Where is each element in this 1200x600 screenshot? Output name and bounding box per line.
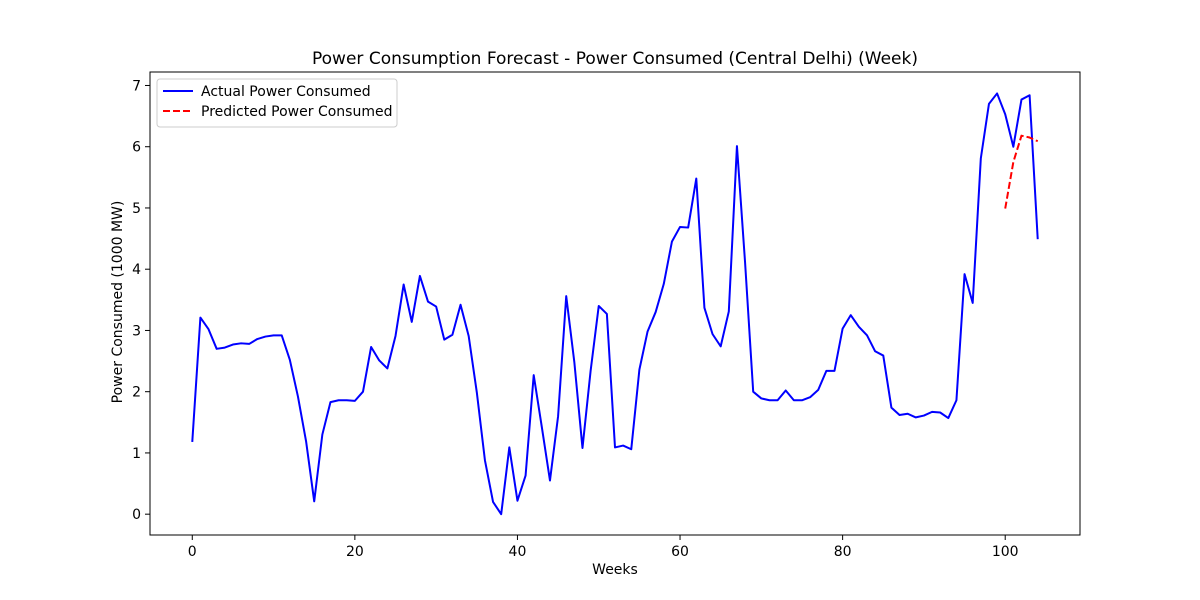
x-tick-label: 80 — [834, 544, 852, 560]
y-tick-label: 3 — [132, 323, 141, 339]
y-tick-label: 5 — [132, 201, 141, 217]
x-tick-label: 40 — [509, 544, 527, 560]
legend-label: Predicted Power Consumed — [201, 104, 392, 120]
x-tick-label: 60 — [671, 544, 689, 560]
y-tick-label: 0 — [132, 507, 141, 523]
series-line-actual — [191, 92, 1039, 516]
x-axis-label: Weeks — [592, 562, 638, 578]
legend-label: Actual Power Consumed — [201, 84, 371, 100]
axes-frame — [149, 71, 1081, 536]
y-tick-label: 6 — [132, 140, 141, 156]
y-tick-label: 4 — [132, 262, 141, 278]
chart-title: Power Consumption Forecast - Power Consu… — [312, 49, 918, 69]
y-tick-label: 1 — [132, 446, 141, 462]
y-tick-label: 7 — [132, 78, 141, 94]
x-tick-label: 20 — [346, 544, 364, 560]
legend: Actual Power Consumed Predicted Power Con… — [156, 78, 398, 128]
x-tick-label: 100 — [992, 544, 1019, 560]
series-line-predicted — [1004, 134, 1039, 209]
y-tick-label: 2 — [132, 385, 141, 401]
legend-box — [156, 78, 398, 128]
x-tick-label: 0 — [188, 544, 197, 560]
y-axis-label: Power Consumed (1000 MW) — [110, 201, 126, 404]
plot-area: 0 20 40 60 80 100 0 1 2 3 4 5 6 7 — [132, 71, 1081, 560]
